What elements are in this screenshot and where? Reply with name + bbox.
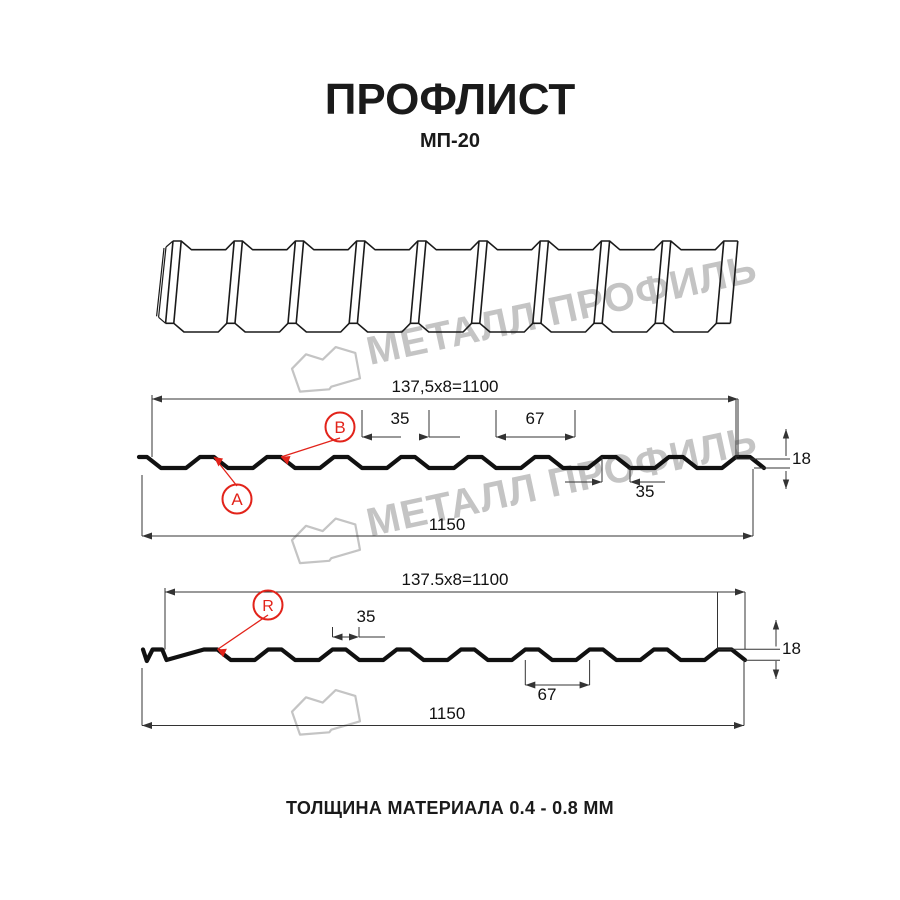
svg-text:18: 18	[782, 639, 801, 658]
svg-text:35: 35	[357, 607, 376, 626]
svg-text:1150: 1150	[429, 704, 466, 723]
svg-text:R: R	[262, 598, 274, 615]
svg-text:137.5x8=1100: 137.5x8=1100	[402, 570, 509, 589]
svg-text:67: 67	[538, 685, 557, 704]
